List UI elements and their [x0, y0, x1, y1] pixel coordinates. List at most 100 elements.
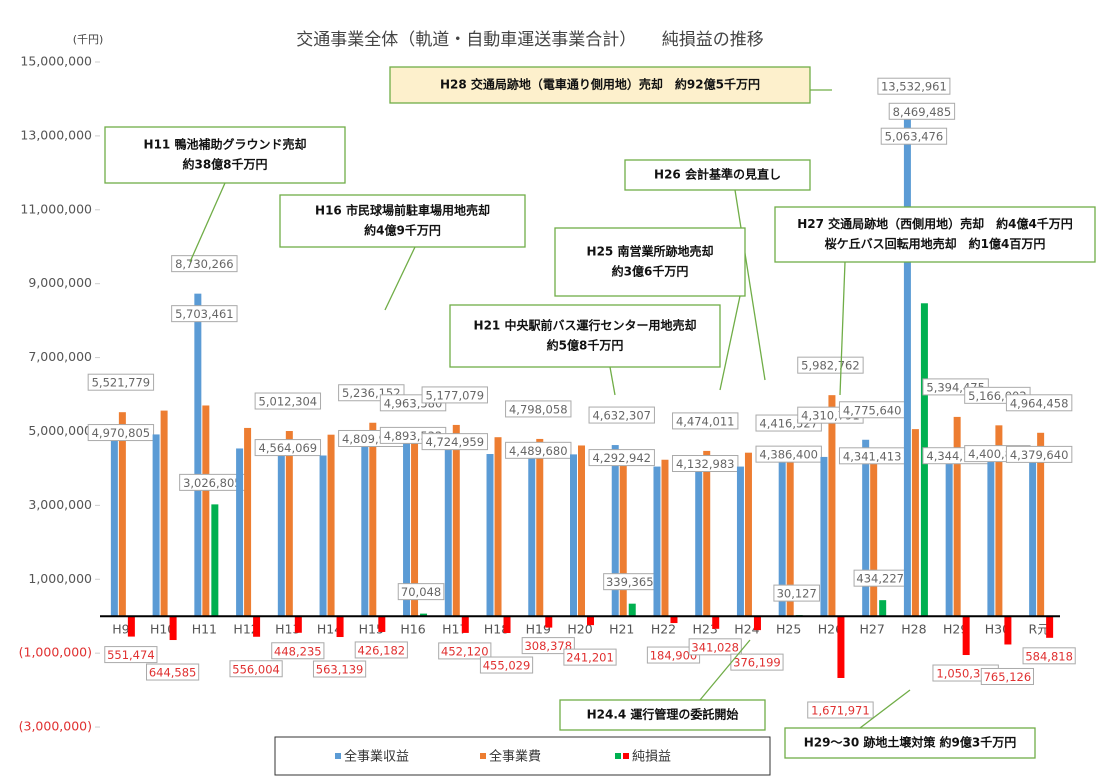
- data-label-text: 5,982,762: [801, 359, 860, 373]
- x-tick-label: H18: [484, 622, 509, 637]
- bar: [695, 463, 703, 617]
- bar: [211, 504, 219, 617]
- data-label-box: [588, 449, 655, 467]
- data-label-text: 184,900: [650, 649, 698, 663]
- legend-label: 全事業費: [489, 749, 541, 765]
- bar: [110, 432, 118, 617]
- bar: [628, 603, 636, 617]
- data-label-box: [438, 642, 492, 660]
- bar: [420, 613, 428, 617]
- annotation-text: H21 中央駅前バス運行センター用地売却: [474, 318, 697, 333]
- data-label-text: 4,292,942: [592, 451, 651, 465]
- y-tick-label: 7,000,000: [28, 349, 92, 364]
- data-label-box: [87, 373, 155, 391]
- bar: [995, 425, 1003, 617]
- data-label-text: 5,521,779: [92, 376, 151, 390]
- data-label-text: 4,386,400: [759, 448, 818, 462]
- data-label-text: 1,671,971: [811, 703, 870, 717]
- data-label-text: 434,227: [856, 572, 904, 586]
- bar: [786, 454, 794, 617]
- bar: [361, 438, 369, 617]
- legend-swatch: [480, 753, 486, 759]
- legend-swatch: [335, 753, 341, 759]
- annotation-text: H25 南営業所跡地売却: [587, 244, 714, 259]
- bar: [661, 459, 669, 617]
- bar: [536, 438, 544, 617]
- legend-swatch: [623, 753, 629, 759]
- data-label-text: 5,177,079: [426, 388, 485, 402]
- data-label: 8,469,485: [888, 102, 956, 120]
- data-label-text: 241,201: [566, 651, 614, 665]
- x-tick-label: H27: [860, 622, 885, 637]
- data-label: 434,227: [853, 569, 907, 587]
- x-tick-label: H25: [776, 622, 801, 637]
- data-label-box: [171, 255, 238, 273]
- data-label-text: 13,532,961: [881, 80, 947, 94]
- data-label-box: [104, 646, 158, 664]
- data-label: 563,139: [312, 660, 367, 678]
- bar: [253, 616, 261, 637]
- bar: [336, 616, 344, 638]
- y-tick-label: 13,000,000: [20, 127, 92, 142]
- bar: [744, 452, 752, 617]
- data-label-box: [229, 660, 283, 678]
- x-tick-label: H29: [943, 622, 968, 637]
- data-label-text: 376,199: [733, 656, 781, 670]
- data-label-box: [807, 701, 874, 719]
- data-label-text: 4,964,458: [1010, 396, 1069, 410]
- bar: [828, 395, 836, 617]
- annotation-box: [554, 227, 746, 297]
- data-label-text: 4,474,011: [676, 414, 735, 428]
- data-label-box: [755, 445, 822, 463]
- data-label-text: 4,379,640: [1010, 448, 1069, 462]
- bar: [987, 453, 995, 617]
- data-label-box: [1022, 647, 1076, 665]
- bar: [503, 616, 511, 634]
- data-label: 4,632,307: [588, 406, 655, 424]
- data-label: 4,775,640: [838, 401, 906, 419]
- data-label-text: 4,564,069: [259, 441, 318, 455]
- bar: [411, 435, 419, 617]
- x-tick-label: H16: [400, 622, 425, 637]
- annotation-text: 桜ケ丘バス回転用地売却 約1億4百万円: [825, 236, 1046, 251]
- bar: [1046, 616, 1054, 638]
- data-label-text: 4,632,307: [592, 409, 651, 423]
- annotation-box: [624, 159, 811, 191]
- data-label-box: [672, 412, 739, 430]
- data-label: 4,489,680: [505, 441, 572, 459]
- bar: [911, 429, 919, 617]
- x-tick-label: H26: [818, 622, 843, 637]
- annotation-leader: [839, 261, 846, 396]
- bar: [152, 434, 160, 617]
- data-label: 376,199: [730, 653, 784, 671]
- x-tick-label: H21: [609, 622, 634, 637]
- bar: [820, 456, 828, 617]
- annotation-box: [784, 727, 1036, 759]
- annotation-text: H29～30 跡地土壌対策 約9億3千万円: [804, 735, 1017, 750]
- data-label-box: [271, 642, 325, 660]
- bar: [327, 434, 335, 617]
- data-label-text: 8,730,266: [175, 257, 234, 271]
- data-label-box: [980, 667, 1034, 685]
- data-label: 4,798,058: [505, 400, 572, 418]
- annotation-box: [449, 304, 721, 368]
- legend-label: 全事業収益: [344, 749, 409, 765]
- y-tick-label: 1,000,000: [28, 571, 92, 586]
- data-label: 644,585: [146, 663, 200, 681]
- annotation-text: H16 市民球場前駐車場用地売却: [315, 203, 490, 218]
- y-tick-label: 5,000,000: [28, 423, 92, 438]
- x-tick-label: H13: [275, 622, 300, 637]
- annotation-text: 約38億8千万円: [182, 157, 267, 172]
- bar: [127, 616, 135, 637]
- data-label-text: 452,120: [441, 644, 489, 658]
- data-label: 13,532,961: [877, 77, 951, 95]
- bar: [486, 454, 494, 617]
- annotation-box: [559, 699, 766, 731]
- bar: [545, 616, 553, 628]
- x-tick-label: H10: [150, 622, 175, 637]
- annotation-box: [279, 194, 526, 248]
- data-label-box: [688, 638, 742, 656]
- annotation-box: [104, 126, 346, 184]
- bar: [169, 616, 177, 641]
- bar: [670, 616, 678, 624]
